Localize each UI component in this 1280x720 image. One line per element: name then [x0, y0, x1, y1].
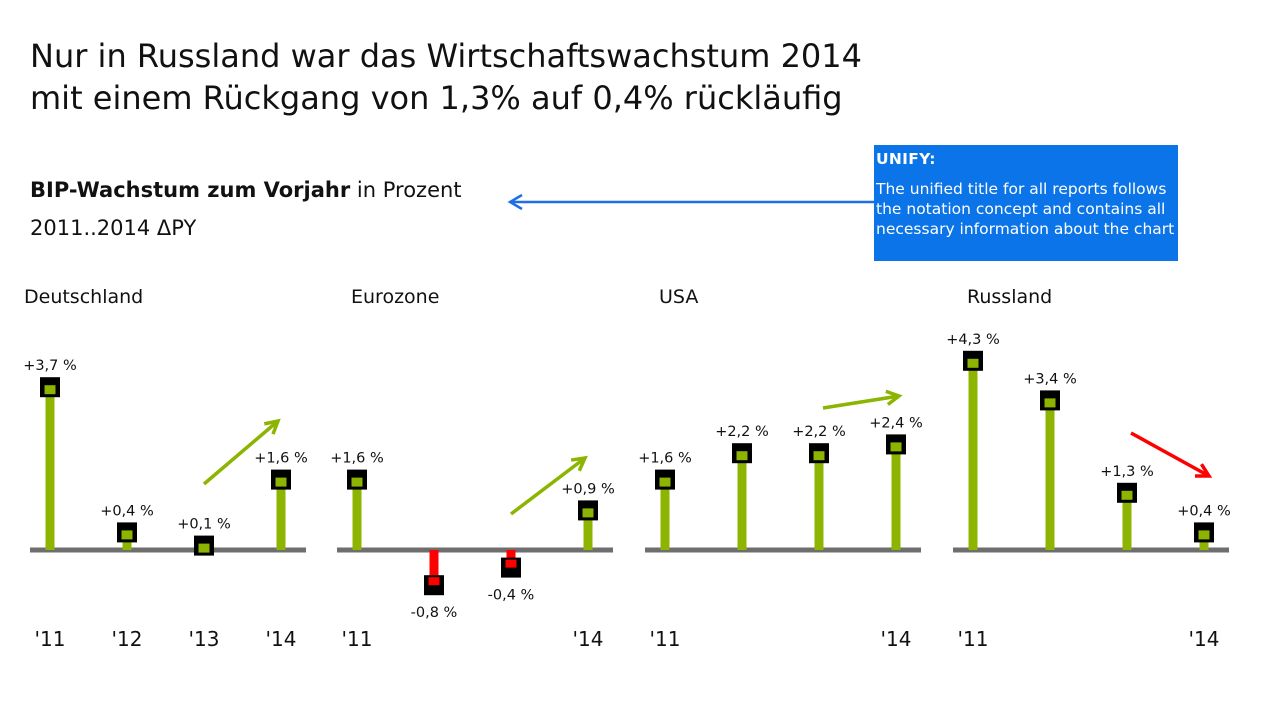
bar: [660, 479, 670, 550]
marker-fill: [351, 477, 363, 487]
data-label: +1,6 %: [330, 451, 384, 467]
data-label: +1,6 %: [638, 451, 692, 467]
trend-arrow-head: [885, 389, 903, 406]
bar: [1122, 492, 1132, 550]
x-tick-label: '11: [35, 627, 66, 651]
marker-fill: [505, 559, 517, 568]
unit-label: in Prozent: [356, 178, 462, 202]
x-tick-label: '14: [881, 627, 912, 651]
panel-title: Russland: [967, 286, 1052, 308]
x-tick-label: '11: [958, 627, 989, 651]
marker-fill: [1044, 398, 1056, 408]
marker-fill: [44, 385, 56, 395]
bar: [737, 453, 747, 550]
data-label: +4,3 %: [946, 332, 1000, 348]
panel-title: USA: [659, 286, 698, 308]
panel-russland: Russland +4,3 % '11 +3,4 % +1,3 % +0,4 % '14: [946, 286, 1231, 651]
data-label: +0,9 %: [561, 481, 615, 497]
annotation-box: UNIFY: The unified title for all reports…: [874, 145, 1178, 261]
marker-fill: [428, 577, 440, 586]
bar: [968, 360, 978, 550]
bar: [1045, 400, 1055, 550]
marker-fill: [121, 530, 133, 540]
annotation-arrow: [507, 193, 874, 211]
annotation-heading: UNIFY:: [876, 150, 936, 168]
marker-fill: [659, 477, 671, 487]
data-label: +3,4 %: [1023, 371, 1077, 387]
data-label: -0,4 %: [488, 588, 535, 604]
x-tick-label: '13: [189, 627, 220, 651]
data-label: +2,2 %: [715, 424, 769, 440]
bar: [583, 510, 593, 550]
marker-fill: [813, 451, 825, 461]
data-label: -0,8 %: [411, 605, 458, 621]
panel-eurozone: Eurozone +1,6 % '11 -0,8 % -0,4 % +0,9 % '14: [330, 286, 615, 651]
x-tick-label: '11: [342, 627, 373, 651]
x-tick-label: '14: [573, 627, 604, 651]
chart-subtitle: BIP-Wachstum zum Vorjahr in Prozent: [30, 178, 462, 202]
trend-arrow-shaft: [509, 456, 587, 516]
measure-label: BIP-Wachstum zum Vorjahr: [30, 178, 351, 202]
period-label: 2011..2014 ΔPY: [30, 216, 197, 240]
bar: [45, 387, 55, 550]
chart-title-line-2: mit einem Rückgang von 1,3% auf 0,4% rüc…: [30, 79, 843, 117]
trend-arrow-shaft: [1130, 431, 1210, 478]
bar: [429, 550, 439, 586]
data-label: +3,7 %: [23, 358, 77, 374]
data-label: +1,3 %: [1100, 464, 1154, 480]
panel-usa: USA +1,6 % '11 +2,2 % +2,2 % +2,4 % '14: [638, 286, 923, 651]
bar: [352, 479, 362, 550]
x-tick-label: '14: [1189, 627, 1220, 651]
trend-arrow-shaft: [202, 419, 280, 486]
bar: [276, 479, 286, 550]
data-label: +0,4 %: [1177, 503, 1231, 519]
marker-fill: [967, 358, 979, 368]
marker-fill: [1198, 530, 1210, 540]
annotation-text: The unified title for all reports follow…: [876, 180, 1175, 238]
trend-arrow-shaft: [822, 394, 900, 410]
trend-arrow-head: [570, 455, 588, 472]
marker-fill: [1121, 490, 1133, 500]
trend-arrow-head: [1194, 463, 1213, 478]
bar: [891, 444, 901, 550]
panel-title: Deutschland: [24, 286, 143, 308]
panel-deutschland: Deutschland +3,7 % '11 +0,4 % '12 +0,1 % '13 +1…: [23, 286, 308, 651]
data-label: +1,6 %: [254, 451, 308, 467]
data-label: +2,2 %: [792, 424, 846, 440]
panel-title: Eurozone: [351, 286, 439, 308]
x-tick-label: '11: [650, 627, 681, 651]
x-tick-label: '14: [266, 627, 297, 651]
marker-fill: [275, 477, 287, 487]
marker-fill: [736, 451, 748, 461]
data-label: +2,4 %: [869, 415, 923, 431]
marker-fill: [198, 543, 210, 553]
bar: [814, 453, 824, 550]
x-tick-label: '12: [112, 627, 143, 651]
data-label: +0,1 %: [177, 517, 231, 533]
chart-title-line-1: Nur in Russland war das Wirtschaftswachs…: [30, 37, 862, 75]
marker-fill: [890, 442, 902, 452]
data-label: +0,4 %: [100, 503, 154, 519]
trend-arrow-head: [263, 418, 281, 435]
marker-fill: [582, 508, 594, 518]
